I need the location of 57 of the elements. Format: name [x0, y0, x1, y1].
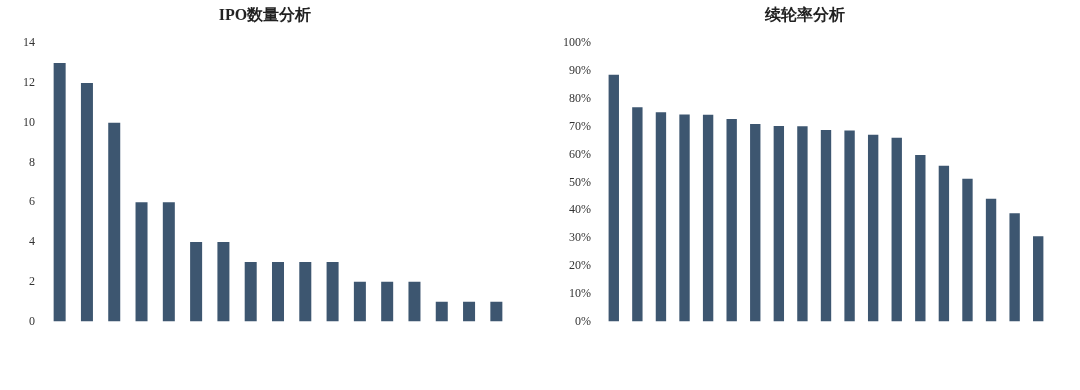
- bar: [962, 178, 973, 322]
- y-tick-label: 50%: [569, 174, 591, 189]
- bar: [162, 202, 175, 322]
- bar: [408, 281, 421, 322]
- bar: [108, 122, 121, 322]
- bar: [190, 242, 203, 322]
- y-tick-label: 70%: [569, 118, 591, 133]
- y-tick-label: 100%: [563, 35, 591, 50]
- bar: [53, 63, 66, 322]
- y-tick-label: 60%: [569, 146, 591, 161]
- y-tick-label: 30%: [569, 230, 591, 245]
- y-tick-label: 10: [23, 114, 35, 129]
- y-tick-label: 14: [23, 35, 35, 50]
- y-tick-label: 90%: [569, 63, 591, 78]
- bar: [773, 125, 785, 322]
- bar: [490, 301, 503, 322]
- y-tick-label: 40%: [569, 202, 591, 217]
- bar: [135, 202, 148, 322]
- bar: [632, 107, 643, 322]
- bar: [726, 118, 737, 322]
- bar: [435, 301, 448, 322]
- bar: [299, 261, 312, 322]
- bar: [381, 281, 394, 322]
- bar: [679, 114, 690, 322]
- bar: [820, 130, 832, 322]
- bar: [985, 198, 997, 322]
- y-tick-label: 6: [29, 194, 35, 209]
- bar: [1009, 213, 1020, 322]
- bar: [1033, 236, 1044, 322]
- y-tick-label: 8: [29, 154, 35, 169]
- bar: [891, 137, 902, 322]
- bar: [272, 261, 285, 322]
- y-tick-label: 12: [23, 75, 35, 90]
- bar: [702, 114, 714, 322]
- bar: [867, 134, 879, 322]
- y-tick-label: 2: [29, 273, 35, 288]
- bar: [938, 165, 950, 322]
- y-tick-label: 0: [29, 313, 35, 328]
- y-tick-label: 4: [29, 234, 35, 249]
- bar: [608, 74, 619, 322]
- bar: [463, 301, 476, 322]
- chart-title: 续轮率分析: [764, 4, 845, 23]
- y-tick-label: 0%: [575, 313, 591, 328]
- y-tick-label: 10%: [569, 285, 591, 300]
- bar: [244, 261, 257, 322]
- bar: [655, 112, 667, 322]
- bar: [326, 261, 339, 322]
- bar: [353, 281, 366, 322]
- y-tick-label: 80%: [569, 91, 591, 106]
- bar: [844, 130, 855, 322]
- bar: [750, 123, 761, 322]
- bar: [797, 126, 808, 322]
- bar: [217, 242, 230, 322]
- bar: [80, 82, 93, 322]
- bar: [915, 155, 926, 322]
- y-tick-label: 20%: [569, 258, 591, 273]
- chart-title: IPO数量分析: [218, 5, 312, 23]
